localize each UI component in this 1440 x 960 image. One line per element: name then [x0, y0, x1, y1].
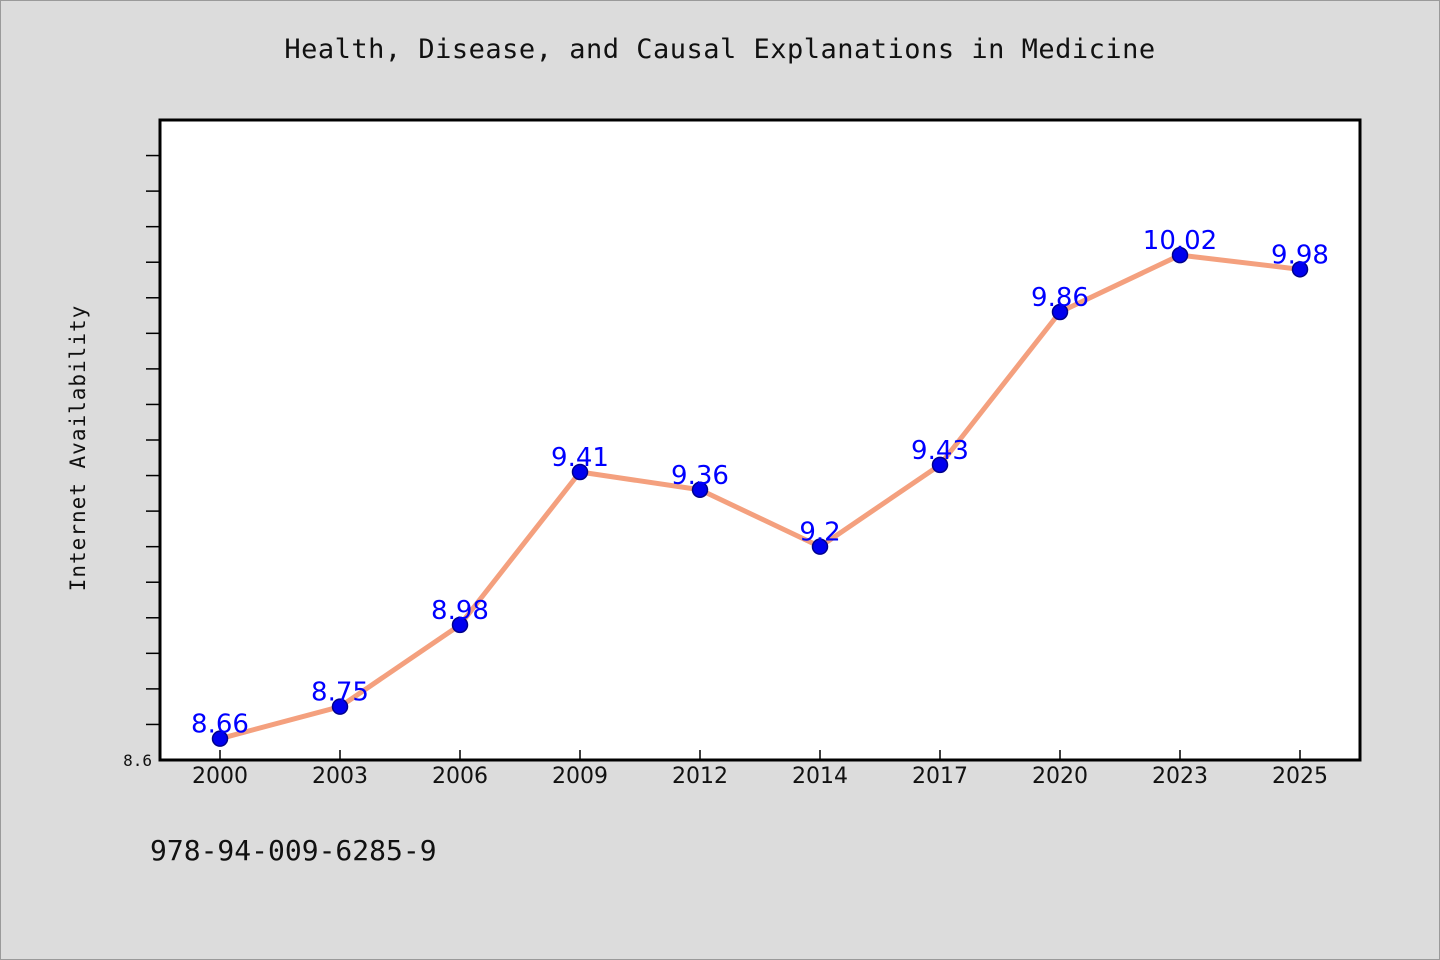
data-point-2003 [331, 698, 349, 715]
y-axis-min-label: 8.6 [123, 751, 152, 770]
plot-area [158, 118, 1362, 762]
data-label-2009: 9.41 [551, 443, 609, 473]
data-point-2009 [571, 463, 589, 481]
x-tick-label: 2025 [1272, 764, 1328, 789]
x-tick-label: 2023 [1152, 764, 1208, 789]
data-label-2003: 8.75 [311, 678, 369, 708]
data-point-2012 [691, 481, 709, 499]
data-label-2020: 9.86 [1031, 283, 1089, 313]
isbn-text: 978-94-009-6285-9 [150, 834, 437, 867]
x-tick-label: 2009 [552, 764, 608, 789]
data-point-2025 [1291, 261, 1309, 278]
data-point-2014 [811, 538, 829, 555]
x-tick-label: 2014 [792, 764, 848, 789]
data-point-2023 [1171, 246, 1189, 264]
data-point-2006 [451, 616, 469, 634]
x-tick-label: 2000 [192, 764, 248, 789]
x-tick-label: 2020 [1032, 764, 1088, 789]
x-tick-label: 2003 [312, 764, 368, 789]
data-label-2025: 9.98 [1271, 240, 1329, 270]
series-line [217, 252, 1303, 742]
x-tick-label: 2017 [912, 764, 968, 789]
data-label-2012: 9.36 [671, 461, 729, 491]
chart-title: Health, Disease, and Causal Explanations… [284, 34, 1156, 65]
data-point-2020 [1051, 303, 1069, 321]
data-point-2017 [931, 456, 949, 474]
data-label-2017: 9.43 [911, 436, 969, 466]
data-label-2006: 8.98 [431, 596, 489, 626]
data-label-2023: 10.02 [1143, 226, 1217, 256]
x-axis-ticks: 2000 2003 2006 2009 2012 2014 2017 2020 2023 2025 [192, 750, 1328, 789]
data-label-2000: 8.66 [191, 710, 249, 740]
y-axis-ticks [146, 154, 159, 726]
x-tick-label: 2012 [672, 764, 728, 789]
data-label-2014: 9.2 [799, 518, 840, 548]
data-labels: 8.66 8.75 8.98 9.41 9.36 9.2 9.43 9.86 10.02 9.98 [191, 226, 1329, 740]
data-points [211, 246, 1309, 747]
x-tick-label: 2006 [432, 764, 488, 789]
data-point-2000 [211, 730, 229, 747]
